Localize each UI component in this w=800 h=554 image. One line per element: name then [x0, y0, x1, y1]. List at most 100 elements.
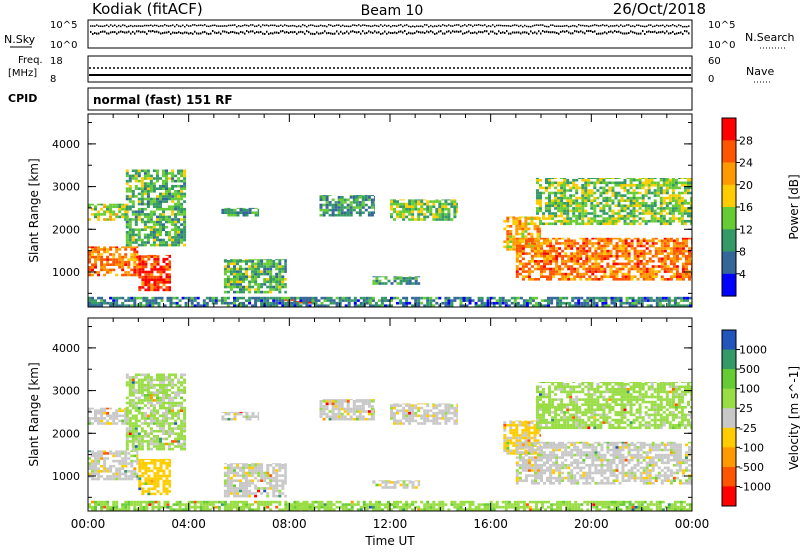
data-cell [672, 272, 676, 276]
data-cell [263, 270, 267, 273]
data-cell [619, 304, 623, 307]
data-cell [260, 290, 264, 294]
data-cell [492, 301, 496, 305]
data-cell [453, 213, 457, 216]
data-cell [624, 239, 628, 243]
nsearch-dot [130, 32, 132, 35]
data-cell [143, 241, 147, 244]
data-cell [374, 304, 378, 307]
data-cell [165, 417, 168, 420]
data-cell [338, 296, 342, 300]
data-cell [599, 186, 603, 190]
nsearch-dot [220, 32, 222, 35]
data-cell [149, 447, 153, 451]
data-cell [540, 244, 543, 248]
data-cell [133, 253, 137, 256]
data-cell [125, 409, 129, 412]
nsky-dot [260, 25, 262, 28]
nsky-dot [140, 25, 142, 27]
data-cell [635, 219, 639, 223]
data-cell [134, 376, 138, 379]
data-cell [581, 178, 585, 182]
data-cell [94, 205, 97, 208]
data-cell [674, 184, 678, 187]
data-cell [525, 301, 529, 305]
data-cell [168, 254, 171, 256]
data-cell [567, 244, 571, 248]
data-cell [131, 228, 135, 231]
data-cell [162, 238, 165, 242]
data-cell [659, 178, 663, 182]
data-cell [156, 283, 160, 287]
data-cell [653, 209, 657, 213]
data-cell [168, 417, 171, 420]
data-cell [141, 263, 145, 266]
nsearch-dot [262, 32, 264, 35]
data-cell [220, 299, 224, 302]
data-cell [590, 222, 594, 226]
nsky-dot [440, 25, 442, 27]
colorbar-segment [722, 207, 736, 230]
data-cell [128, 197, 132, 201]
data-cell [275, 304, 279, 307]
data-cell [657, 257, 661, 261]
data-cell [140, 241, 144, 244]
data-cell [677, 212, 681, 215]
data-cell [675, 275, 679, 278]
data-cell [341, 296, 345, 300]
data-cell [137, 378, 141, 382]
data-cell [621, 272, 625, 276]
nsearch-dot [480, 31, 482, 34]
data-cell [175, 301, 179, 305]
data-cell [536, 202, 539, 205]
data-cell [171, 213, 175, 216]
data-cell [615, 244, 619, 248]
data-cell [540, 237, 543, 240]
nsky-dot [258, 24, 260, 26]
data-cell [94, 301, 97, 305]
data-cell [115, 246, 119, 249]
data-cell [178, 304, 182, 307]
data-cell [177, 238, 181, 242]
data-cell [540, 267, 543, 271]
nsearch-dot [270, 32, 272, 35]
data-cell [670, 304, 674, 307]
data-cell [444, 205, 448, 208]
data-cell [662, 207, 666, 210]
data-cell [611, 222, 615, 226]
data-cell [128, 205, 132, 208]
data-cell [393, 218, 396, 221]
data-cell [165, 174, 168, 178]
data-cell [165, 257, 169, 261]
nsearch-dot [634, 31, 636, 34]
data-cell [628, 301, 632, 305]
data-cell [151, 301, 155, 305]
data-cell [518, 267, 522, 271]
data-cell [162, 225, 165, 229]
data-cell [140, 202, 144, 206]
data-cell [233, 211, 237, 214]
data-cell [456, 207, 458, 211]
nsky-dot [488, 25, 490, 27]
data-cell [284, 304, 288, 307]
data-cell [435, 207, 439, 211]
data-cell [584, 194, 588, 197]
data-cell [614, 212, 618, 215]
data-cell [165, 461, 169, 465]
data-cell [165, 207, 168, 211]
nsearch-dot [512, 31, 514, 34]
data-cell [512, 217, 516, 220]
nsearch-dot [454, 30, 456, 33]
data-cell [233, 283, 236, 286]
data-cell [450, 299, 454, 302]
data-cell [551, 214, 555, 218]
data-cell [153, 492, 157, 496]
data-cell [162, 429, 165, 433]
data-cell [269, 304, 273, 307]
data-cell [624, 247, 628, 250]
data-cell [131, 210, 135, 214]
data-cell [551, 181, 555, 185]
data-cell [124, 246, 128, 249]
data-cell [156, 200, 159, 203]
data-cell [536, 217, 539, 220]
